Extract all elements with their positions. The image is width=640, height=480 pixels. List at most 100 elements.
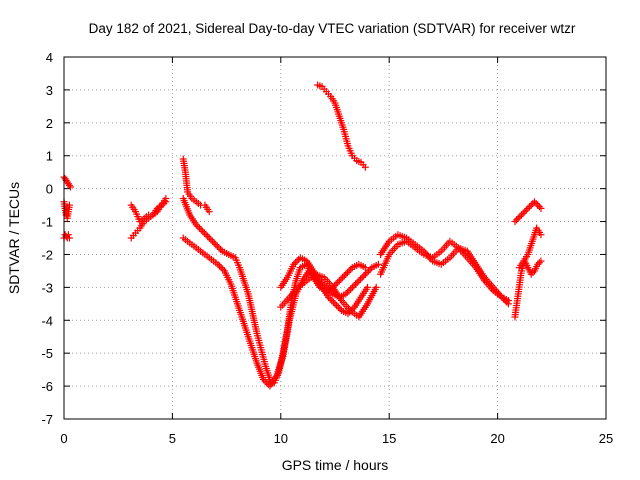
y-tick-label: -3 bbox=[41, 280, 53, 295]
y-tick-label: 2 bbox=[46, 116, 53, 131]
data-point-sat-g bbox=[339, 273, 347, 281]
data-point-sat-n bbox=[527, 270, 535, 278]
data-point-sat-g bbox=[200, 229, 208, 237]
data-point-sat-m bbox=[504, 300, 512, 308]
data-point-sat-h bbox=[263, 379, 271, 387]
data-point-sat-h bbox=[333, 301, 341, 309]
x-tick-label: 10 bbox=[274, 431, 288, 446]
data-point-sat-g bbox=[340, 272, 348, 280]
data-point-sat-g bbox=[347, 265, 355, 273]
y-tick-label: -5 bbox=[41, 346, 53, 361]
data-point-sat-o bbox=[532, 199, 540, 207]
data-point-sat-o bbox=[517, 211, 525, 219]
data-point-sat-n bbox=[537, 257, 545, 265]
x-tick-label: 0 bbox=[60, 431, 67, 446]
data-point-sat-i bbox=[355, 277, 363, 285]
data-point-sat-i bbox=[291, 259, 299, 267]
data-point-sat-o bbox=[516, 213, 524, 221]
data-point-sat-i bbox=[352, 280, 360, 288]
data-point-sat-f bbox=[205, 208, 213, 216]
x-tick-label: 20 bbox=[490, 431, 504, 446]
data-point-sat-o bbox=[537, 204, 545, 212]
y-tick-label: -6 bbox=[41, 379, 53, 394]
data-point-sat-p bbox=[537, 231, 545, 239]
data-point-sat-h bbox=[364, 283, 372, 291]
data-point-sat-n bbox=[529, 269, 537, 277]
data-point-sat-g bbox=[213, 242, 221, 250]
data-point-sat-g bbox=[335, 277, 343, 285]
data-point-sat-g bbox=[343, 269, 351, 277]
y-tick-label: -2 bbox=[41, 247, 53, 262]
x-axis-label: GPS time / hours bbox=[282, 457, 389, 473]
data-point-sat-g bbox=[337, 275, 345, 283]
data-point-sat-i bbox=[356, 275, 364, 283]
y-axis-label: SDTVAR / TECUs bbox=[6, 182, 22, 294]
data-point-sat-c bbox=[65, 234, 73, 242]
y-tick-label: 0 bbox=[46, 182, 53, 197]
data-point-sat-j bbox=[372, 283, 380, 291]
data-point-sat-g bbox=[342, 270, 350, 278]
data-point-sat-h bbox=[217, 264, 225, 272]
data-point-sat-o bbox=[535, 203, 543, 211]
data-point-sat-g bbox=[205, 234, 213, 242]
data-point-sat-o bbox=[534, 201, 542, 209]
data-point-sat-o bbox=[527, 201, 535, 209]
data-point-sat-i bbox=[321, 282, 329, 290]
data-point-sat-o bbox=[514, 214, 522, 222]
data-point-sat-h bbox=[214, 260, 222, 268]
data-point-sat-i bbox=[353, 278, 361, 286]
data-point-sat-o bbox=[526, 203, 534, 211]
data-point-sat-o bbox=[530, 198, 538, 206]
data-point-sat-o bbox=[513, 216, 521, 224]
data-point-sat-h bbox=[326, 295, 334, 303]
data-point-sat-i bbox=[360, 272, 368, 280]
y-tick-label: -1 bbox=[41, 215, 53, 230]
data-point-sat-h bbox=[219, 265, 227, 273]
data-point-sat-i bbox=[345, 287, 353, 295]
data-point-sat-h bbox=[329, 298, 337, 306]
data-point-sat-g bbox=[212, 241, 220, 249]
data-point-sat-i bbox=[324, 285, 332, 293]
data-point-sat-i bbox=[348, 283, 356, 291]
data-point-sat-g bbox=[199, 227, 207, 235]
plot-frame bbox=[63, 56, 607, 420]
data-point-sat-g bbox=[202, 231, 210, 239]
data-point-sat-h bbox=[336, 305, 344, 313]
data-point-sat-g bbox=[210, 239, 218, 247]
data-point-sat-g bbox=[215, 244, 223, 252]
data-point-sat-g bbox=[192, 221, 200, 229]
data-point-sat-i bbox=[361, 270, 369, 278]
y-tick-label: -4 bbox=[41, 313, 53, 328]
data-point-sat-o bbox=[524, 204, 532, 212]
chart-title: Day 182 of 2021, Sidereal Day-to-day VTE… bbox=[89, 21, 576, 36]
data-point-sat-h bbox=[261, 377, 269, 385]
y-tick-label: 1 bbox=[46, 149, 53, 164]
data-point-sat-i bbox=[290, 260, 298, 268]
data-point-sat-k bbox=[361, 163, 369, 171]
data-point-sat-h bbox=[328, 297, 336, 305]
data-point-sat-g bbox=[204, 232, 212, 240]
data-point-sat-i bbox=[350, 282, 358, 290]
data-point-sat-g bbox=[334, 278, 342, 286]
x-tick-label: 25 bbox=[599, 431, 613, 446]
data-point-sat-g bbox=[194, 222, 202, 230]
data-point-sat-o bbox=[519, 209, 527, 217]
data-point-sat-n bbox=[535, 259, 543, 267]
y-tick-label: 3 bbox=[46, 83, 53, 98]
data-point-sat-i bbox=[374, 260, 382, 268]
data-point-sat-o bbox=[522, 206, 530, 214]
data-point-sat-a bbox=[67, 183, 75, 191]
data-point-sat-g bbox=[332, 280, 340, 288]
data-point-sat-h bbox=[259, 376, 267, 384]
y-tick-label: 4 bbox=[46, 50, 53, 65]
data-point-sat-g bbox=[207, 236, 215, 244]
data-point-sat-i bbox=[293, 257, 301, 265]
data-point-sat-i bbox=[343, 288, 351, 296]
data-point-sat-g bbox=[361, 264, 369, 272]
data-point-sat-i bbox=[319, 280, 327, 288]
data-point-sat-g bbox=[209, 237, 217, 245]
data-point-sat-h bbox=[334, 303, 342, 311]
data-point-sat-i bbox=[347, 285, 355, 293]
data-point-sat-m bbox=[498, 293, 506, 301]
